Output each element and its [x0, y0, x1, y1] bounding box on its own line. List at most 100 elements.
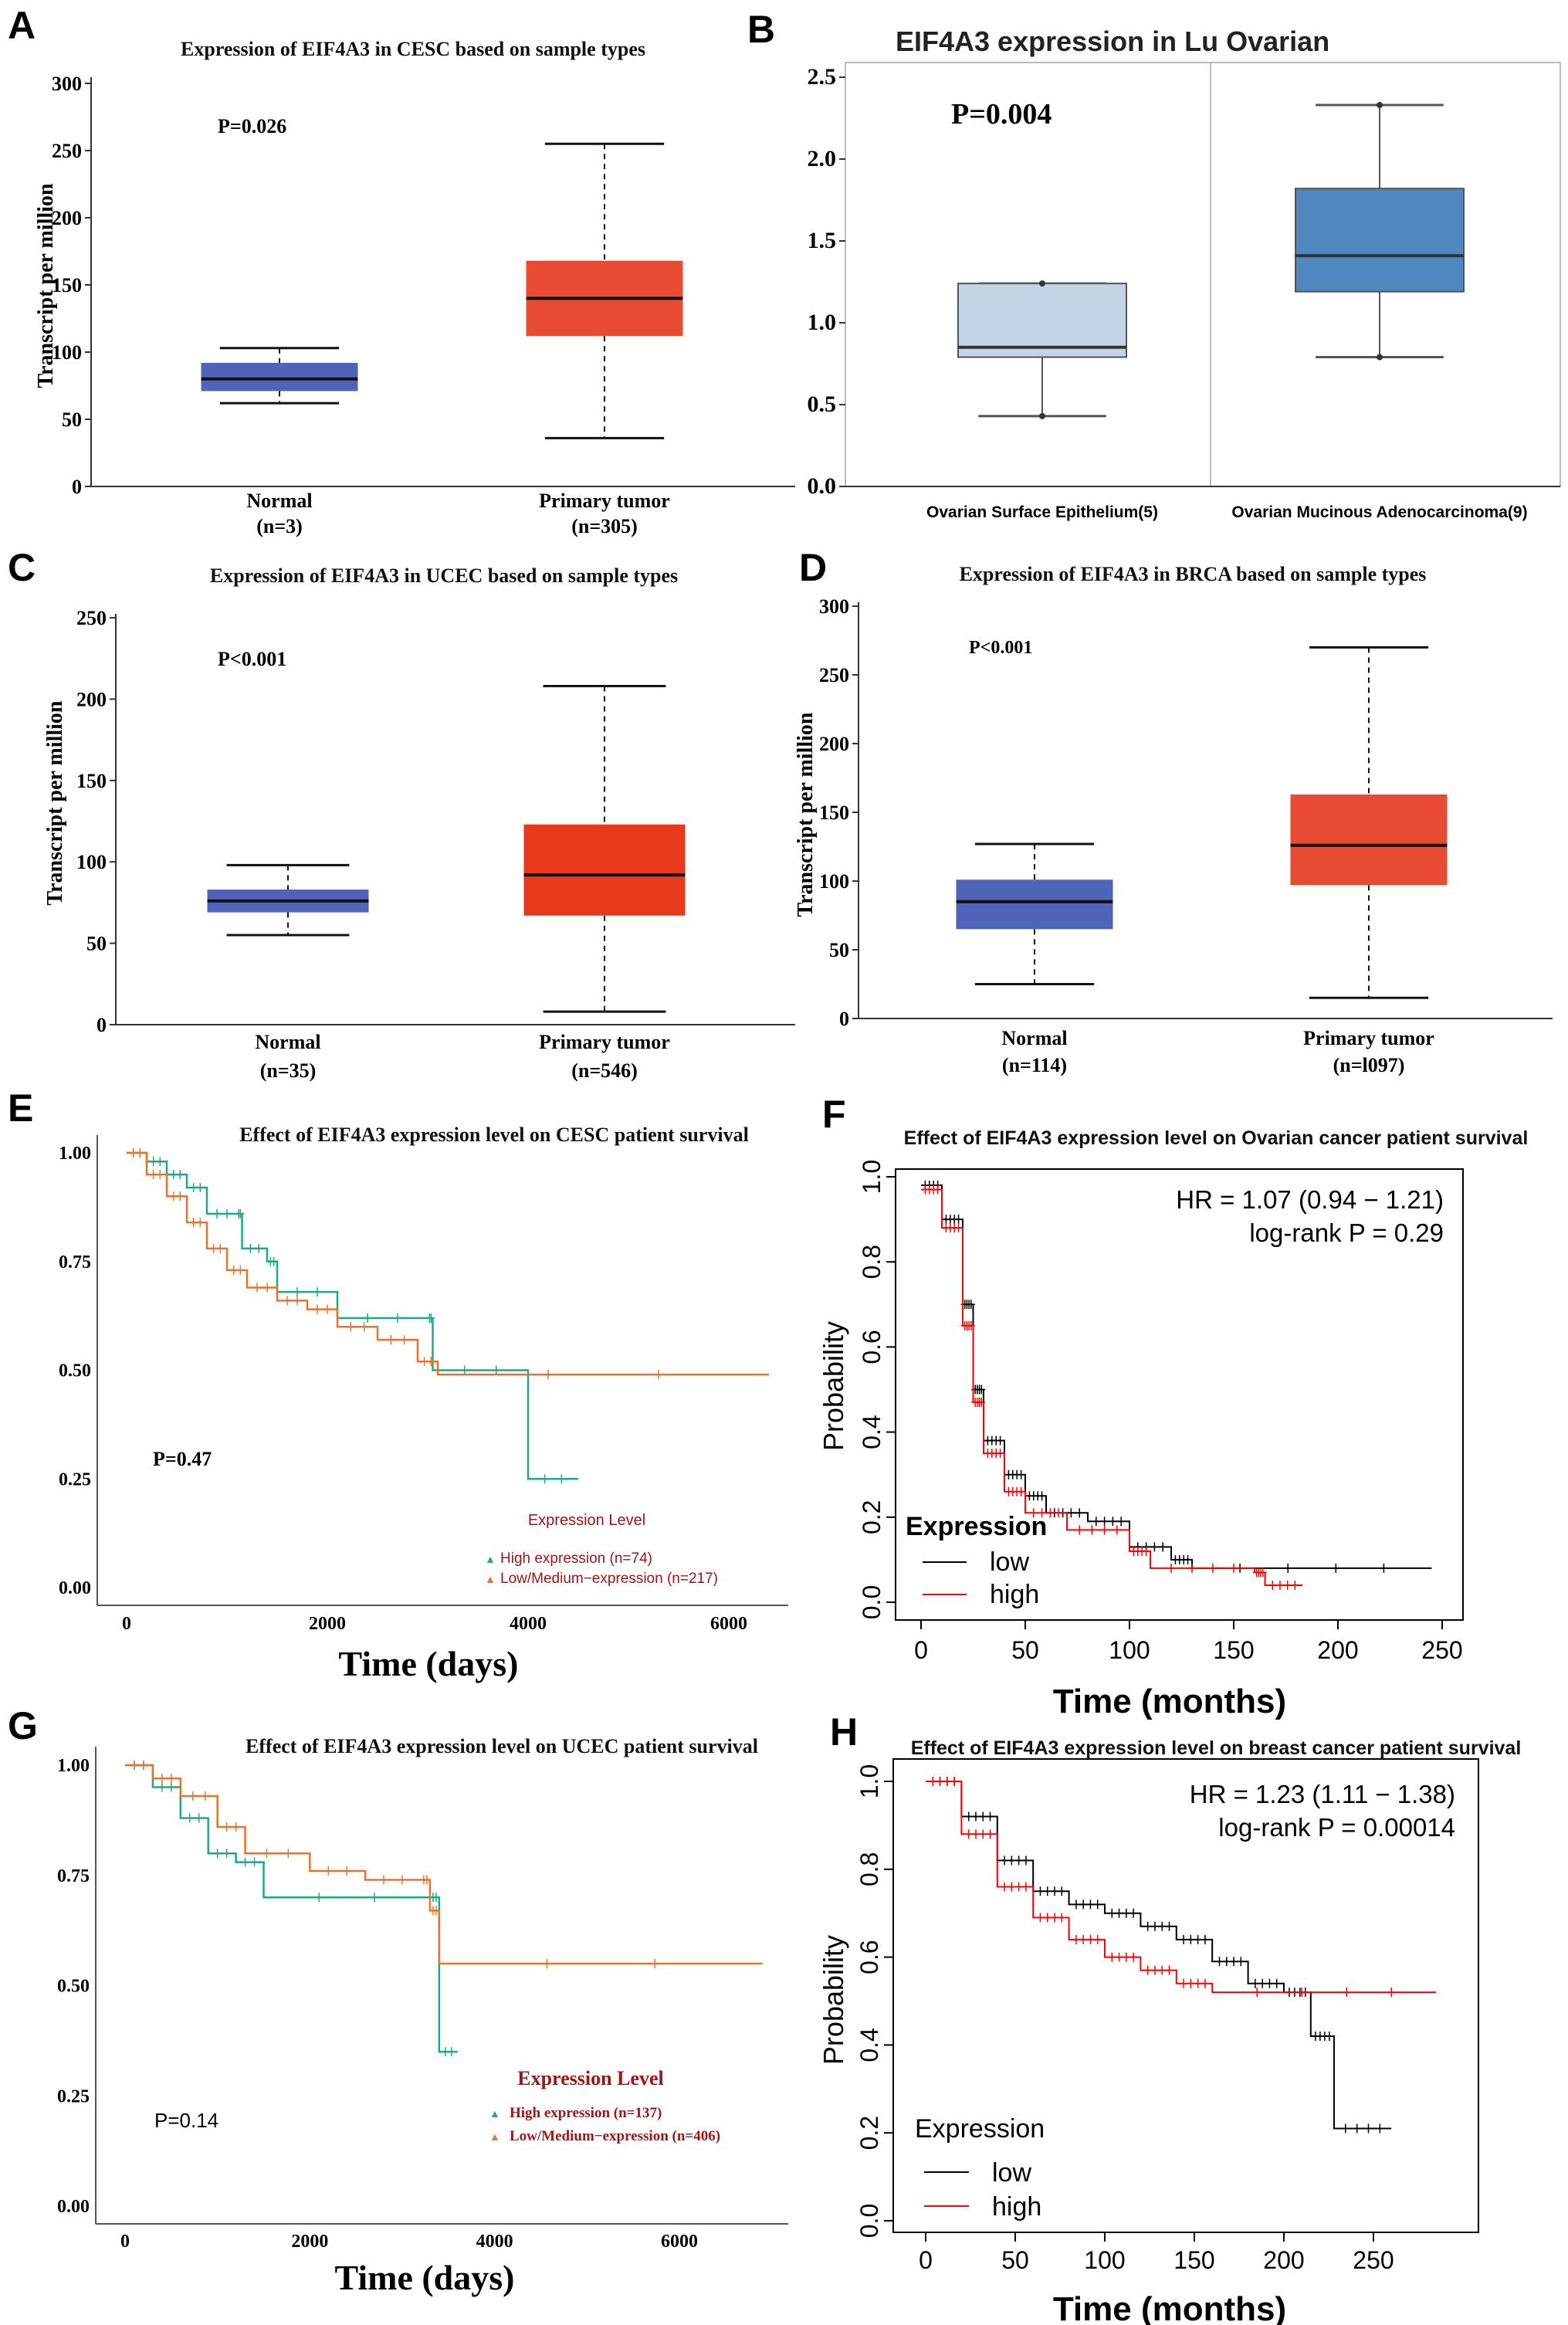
censor-mark-e — [347, 1322, 355, 1332]
censor-mark-e — [136, 1148, 144, 1157]
y-tick-label-h: 1.0 — [855, 1764, 883, 1798]
censor-mark-e — [420, 1357, 428, 1367]
censor-mark-f — [1100, 1517, 1109, 1527]
panel-label-a: A — [8, 4, 36, 47]
censor-mark-e — [492, 1365, 500, 1375]
legend-item-low-e: Low/Medium−expression (n=217) — [500, 1571, 718, 1587]
censor-mark-g — [167, 1782, 175, 1792]
censor-mark-f — [1029, 1508, 1038, 1518]
censor-mark-f — [1284, 1563, 1292, 1573]
censor-mark-h — [1143, 1921, 1152, 1931]
y-tick-label-f: 0.4 — [858, 1415, 886, 1449]
survival-curve-f-high — [921, 1188, 1303, 1586]
max-point-b — [1039, 280, 1045, 287]
censor-mark-e — [364, 1313, 371, 1323]
box-c — [523, 824, 686, 916]
legend-item-low-f: low — [990, 1547, 1029, 1577]
censor-mark-e — [196, 1183, 205, 1193]
y-tick-label-c: 100 — [76, 851, 107, 873]
x-tick-label-g: 6000 — [661, 2232, 698, 2252]
legend-title-e: Expression Level — [528, 1512, 645, 1529]
censor-mark-e — [236, 1208, 245, 1218]
censor-mark-h — [1036, 1913, 1045, 1923]
censor-mark-e — [360, 1322, 368, 1332]
censor-mark-e — [196, 1218, 205, 1228]
legend-item-high-e: High expression (n=74) — [500, 1551, 652, 1567]
x-tick-label-b: Ovarian Mucinous Adenocarcinoma(9) — [1231, 503, 1527, 521]
censor-mark-f — [1159, 1542, 1167, 1552]
x-tick-label-e: 0 — [122, 1614, 131, 1634]
censor-mark-e — [283, 1296, 291, 1306]
p-value-d: P<0.001 — [969, 638, 1032, 658]
y-tick-label-e: 0.50 — [59, 1361, 91, 1381]
y-axis-label-a: Transcript per million — [34, 183, 58, 388]
censor-mark-g — [157, 1774, 166, 1784]
censor-mark-h — [1043, 1886, 1052, 1896]
censor-mark-f — [967, 1320, 975, 1330]
censor-mark-e — [216, 1243, 225, 1253]
box-a — [201, 362, 358, 391]
chart-title-e: Effect of EIF4A3 expression level on CES… — [239, 1124, 749, 1146]
censor-mark-e — [229, 1266, 238, 1276]
y-tick-label-d: 0 — [839, 1008, 849, 1030]
censor-mark-h — [971, 1829, 980, 1839]
y-tick-label-d: 300 — [819, 595, 849, 618]
censor-mark-h — [979, 1829, 987, 1839]
y-tick-label-e: 0.00 — [59, 1578, 91, 1598]
censor-mark-h — [1387, 1988, 1396, 1998]
censor-mark-h — [1051, 1913, 1059, 1923]
censor-mark-f — [1268, 1580, 1277, 1590]
min-point-b — [1039, 412, 1045, 419]
censor-mark-h — [1194, 1978, 1202, 1988]
censor-mark-h — [1180, 1978, 1188, 1988]
censor-mark-e — [169, 1191, 178, 1201]
censor-mark-f — [1283, 1580, 1292, 1590]
y-tick-label-b: 2.5 — [808, 64, 837, 90]
censor-mark-h — [1021, 1856, 1030, 1866]
censor-mark-h — [1150, 1965, 1159, 1975]
panel-label-c: C — [8, 546, 36, 589]
censor-mark-e — [176, 1170, 185, 1180]
censor-mark-h — [1325, 2032, 1333, 2042]
x-tick-label-d: (n=114) — [1002, 1054, 1067, 1076]
censor-mark-f — [1142, 1546, 1150, 1556]
censor-mark-h — [1086, 1934, 1095, 1944]
censor-mark-h — [1058, 1886, 1066, 1896]
y-tick-label-a: 0 — [72, 476, 82, 498]
x-tick-label-c: (n=546) — [571, 1059, 638, 1082]
x-tick-label-a: Primary tumor — [539, 490, 670, 512]
censor-mark-h — [1194, 1934, 1202, 1944]
censor-mark-g — [241, 1857, 249, 1867]
censor-mark-g — [371, 1893, 379, 1903]
censor-mark-h — [1143, 1965, 1152, 1975]
censor-mark-g — [157, 1782, 166, 1792]
y-tick-label-a: 150 — [52, 274, 82, 297]
censor-mark-h — [1201, 1934, 1209, 1944]
legend-item-high-g: High expression (n=137) — [510, 2105, 662, 2121]
x-axis-label-e: Time (days) — [339, 1644, 519, 1683]
censor-mark-e — [400, 1335, 408, 1345]
legend-item-high-h: high — [992, 2192, 1041, 2222]
x-tick-label-g: 0 — [120, 2232, 130, 2252]
censor-mark-h — [1008, 1856, 1016, 1866]
censor-mark-f — [1291, 1580, 1299, 1590]
legend-marker-high-e: ▲ — [485, 1554, 496, 1566]
censor-mark-h — [1298, 1988, 1306, 1998]
censor-mark-e — [387, 1335, 395, 1345]
censor-mark-g — [651, 1958, 659, 1968]
y-tick-label-h: 0.2 — [855, 2116, 883, 2150]
censor-mark-g — [324, 1866, 333, 1876]
censor-mark-h — [1051, 1886, 1059, 1896]
y-tick-label-f: 1.0 — [858, 1160, 886, 1194]
hr-text-f: HR = 1.07 (0.94 − 1.21) — [1176, 1185, 1444, 1214]
y-tick-label-e: 1.00 — [59, 1144, 91, 1164]
legend-title-f: Expression — [906, 1512, 1047, 1541]
censor-mark-f — [1017, 1469, 1025, 1479]
censor-mark-g — [139, 1761, 147, 1770]
censor-mark-h — [1215, 1957, 1224, 1967]
y-tick-label-a: 250 — [52, 140, 82, 162]
legend-e: Expression Level ▲ High expression (n=74… — [485, 1512, 718, 1587]
censor-mark-h — [1222, 1957, 1231, 1967]
legend-h: Expression low high — [915, 2114, 1045, 2222]
censor-mark-f — [977, 1384, 986, 1395]
